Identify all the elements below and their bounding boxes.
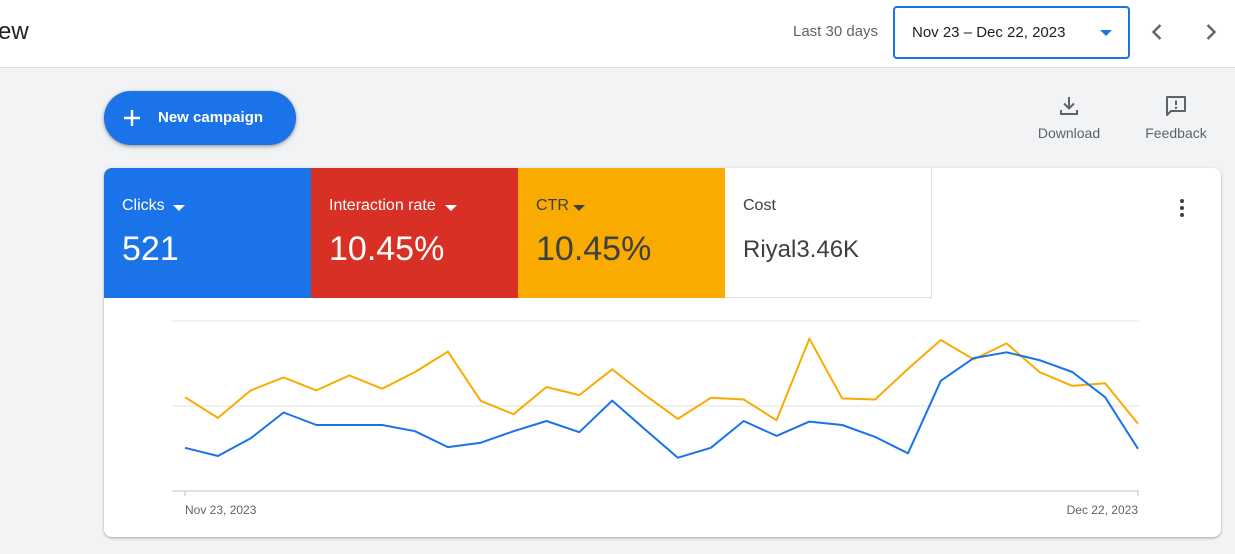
feedback-label: Feedback	[1145, 125, 1207, 141]
page-title: ew	[0, 18, 29, 45]
metric-clicks[interactable]: Clicks 521	[104, 168, 311, 298]
download-label: Download	[1037, 125, 1101, 141]
metric-name: CTR	[536, 197, 569, 214]
previous-period-button[interactable]	[1143, 18, 1171, 46]
new-campaign-button[interactable]: New campaign	[104, 91, 296, 145]
feedback-button[interactable]: Feedback	[1142, 94, 1210, 144]
new-campaign-label: New campaign	[158, 109, 264, 126]
performance-line-chart: Nov 23, 2023 Dec 22, 2023	[172, 320, 1139, 517]
date-range-value: Nov 23 – Dec 22, 2023	[912, 24, 1066, 41]
feedback-icon	[1166, 96, 1186, 116]
download-button[interactable]: Download	[1034, 94, 1104, 144]
metric-value: 10.45%	[329, 230, 445, 268]
metric-value: 521	[122, 230, 179, 268]
download-icon	[1060, 97, 1078, 115]
series-line	[184, 351, 1139, 459]
chevron-left-icon	[1151, 24, 1162, 40]
date-range-select[interactable]: Nov 23 – Dec 22, 2023	[893, 6, 1130, 59]
plus-icon	[124, 110, 140, 126]
chevron-right-icon	[1206, 24, 1217, 40]
metric-name: Interaction rate	[329, 197, 436, 214]
x-axis-tick-label: Dec 22, 2023	[1067, 503, 1139, 517]
top-bar: ew Last 30 days Nov 23 – Dec 22, 2023	[0, 0, 1235, 68]
more-vert-icon[interactable]	[1170, 196, 1194, 220]
caret-down-icon	[445, 205, 457, 211]
x-axis-tick-label: Nov 23, 2023	[185, 503, 257, 517]
caret-down-icon	[573, 205, 585, 211]
next-period-button[interactable]	[1197, 18, 1225, 46]
metric-name: Clicks	[122, 197, 165, 214]
date-range-label: Last 30 days	[793, 23, 879, 40]
caret-down-icon	[1100, 30, 1112, 36]
metric-value: 10.45%	[536, 230, 652, 268]
series-line	[184, 337, 1139, 425]
metric-ctr[interactable]: CTR 10.45%	[518, 168, 725, 298]
metric-cost[interactable]: Cost Riyal3.46K	[725, 168, 932, 298]
metric-name: Cost	[743, 197, 776, 214]
metric-interaction-rate[interactable]: Interaction rate 10.45%	[311, 168, 518, 298]
metric-value: Riyal3.46K	[743, 236, 860, 263]
caret-down-icon	[173, 205, 185, 211]
performance-card: Clicks 521 Interaction rate 10.45% CTR 1…	[104, 168, 1221, 537]
